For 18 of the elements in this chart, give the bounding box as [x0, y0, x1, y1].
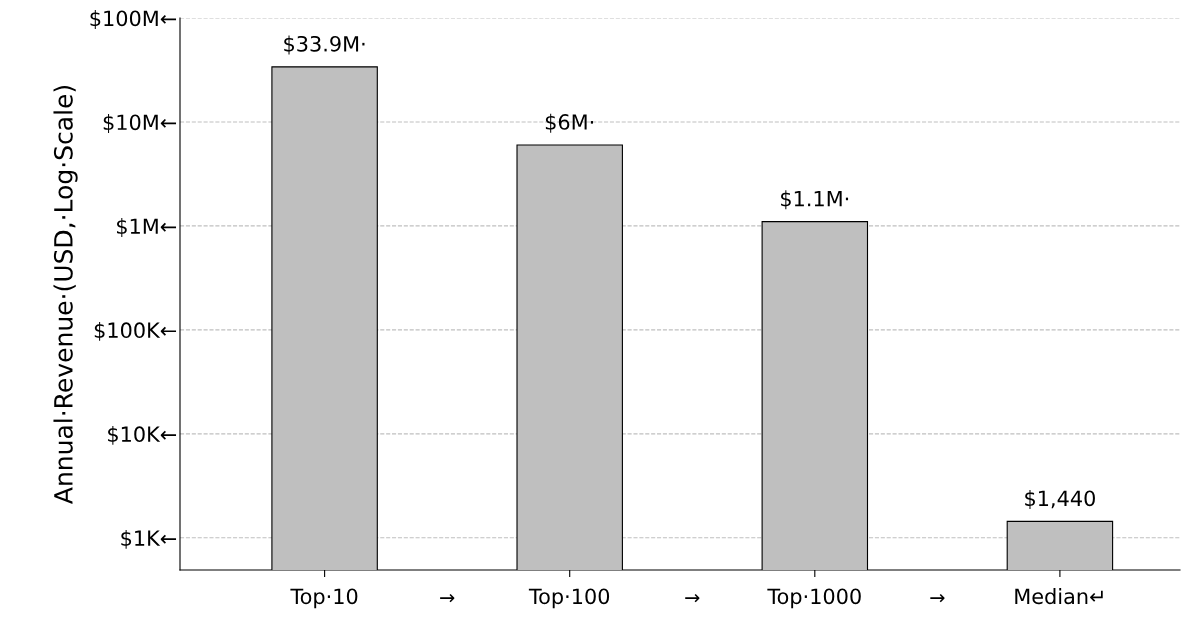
y-tick-label: $10M←: [103, 114, 177, 133]
x-tick-label: Top·1000: [767, 588, 861, 609]
y-axis-title: Annual·Revenue·(USD,·Log·Scale): [53, 85, 78, 504]
y-tick-label: $1M←: [117, 218, 177, 237]
text: →: [440, 593, 455, 603]
y-tick-label: $10K←: [108, 425, 177, 445]
text: →: [685, 593, 700, 603]
text: →: [930, 593, 945, 603]
data-label: $1,440: [1025, 490, 1095, 509]
y-tick-label: $1K←: [121, 529, 177, 549]
x-tick-label: Top·100: [528, 588, 610, 609]
x-tick-label: Median↵: [1015, 588, 1103, 605]
x-tick-label: Top·10: [290, 588, 358, 609]
data-label: $1.1M·: [781, 190, 849, 210]
data-label: $6M·: [545, 113, 594, 133]
y-tick-label: $100K←: [94, 321, 177, 341]
data-label: $33.9M·: [284, 35, 365, 55]
y-tick-label: $100M←: [90, 10, 177, 29]
